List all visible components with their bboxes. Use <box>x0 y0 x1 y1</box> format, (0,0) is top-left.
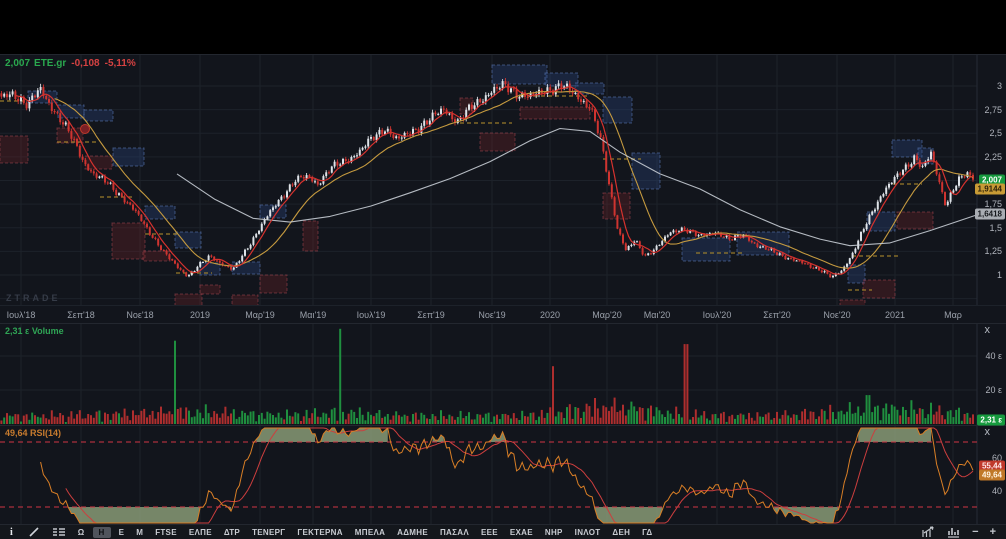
volume-panel: 2,31 ε Volume x 40 ε 20 ε 2,31 ε <box>0 323 1006 426</box>
candle-chart-icon[interactable] <box>921 526 936 538</box>
time-axis-label: Νοε'20 <box>823 310 851 320</box>
axis-tick-label: 1,75 <box>984 199 1002 210</box>
time-axis-label: Μαρ <box>944 310 962 320</box>
rsi-value-badge: 49,64 <box>978 469 1005 481</box>
axis-tick-label: 60 <box>991 453 1002 464</box>
time-axis-label: Μαρ'19 <box>245 310 275 320</box>
ticker-button-FTSE[interactable]: FTSE <box>155 527 177 537</box>
time-axis-label: Μαρ'20 <box>592 310 622 320</box>
axis-tick-label: 40 ε <box>985 351 1002 361</box>
ztrade-watermark: ZTRADE <box>6 293 61 303</box>
period-button-Ε[interactable]: Ε <box>118 527 125 537</box>
table-icon[interactable] <box>52 526 66 538</box>
axis-tick-label: 1 <box>996 270 1002 280</box>
rsi-smooth-badge: 55,44 <box>978 460 1005 472</box>
axis-tick-label: 20 ε <box>985 385 1002 395</box>
ma200-value-badge: 1,6418 <box>974 208 1005 220</box>
ticker-button-ΓΔ[interactable]: ΓΔ <box>642 527 653 537</box>
close-volume-panel-icon[interactable]: x <box>984 324 991 336</box>
ticker-button-ΑΔΜΗΕ[interactable]: ΑΔΜΗΕ <box>397 527 428 537</box>
ticker-button-ΓΕΚΤΕΡΝΑ[interactable]: ΓΕΚΤΕΡΝΑ <box>297 527 343 537</box>
volume-name: Volume <box>31 326 64 336</box>
axis-tick-label: 3 <box>996 81 1002 91</box>
symbol-label: ETE.gr <box>34 58 67 69</box>
volume-label: 2,31 ε Volume <box>5 326 64 336</box>
ticker-button-ΕΕΕ[interactable]: ΕΕΕ <box>480 527 498 537</box>
toolbar-right-icons: − + <box>921 526 996 538</box>
rsi-name: RSI(14) <box>30 428 62 438</box>
time-axis[interactable]: Ιουλ'18 Σεπ'18 Νοε'18 2019 Μαρ'19 Μαι'19 Ιουλ'… <box>0 305 1006 323</box>
histogram-icon[interactable] <box>947 526 961 538</box>
time-axis-label: Μαι'20 <box>643 310 671 320</box>
period-button-Μ[interactable]: Μ <box>136 527 144 537</box>
zoom-in-icon[interactable]: + <box>989 526 996 538</box>
ticker-button-ΔΤΡ[interactable]: ΔΤΡ <box>223 527 241 537</box>
rsi-label: 49,64 RSI(14) <box>5 428 61 438</box>
time-axis-label: Νοε'19 <box>478 310 506 320</box>
period-button-Ω[interactable]: Ω <box>77 527 85 537</box>
axis-tick-label: 2,25 <box>984 151 1002 162</box>
time-axis-label: Σεπ'18 <box>67 310 95 320</box>
time-axis-label: 2019 <box>189 310 211 320</box>
time-axis-label: Ιουλ'19 <box>356 310 386 320</box>
last-price: 2,007 <box>5 58 31 69</box>
ma-value-badge: 1,9144 <box>974 183 1005 195</box>
time-axis-label: Νοε'18 <box>126 310 154 320</box>
axis-tick-label: 40 <box>991 485 1002 496</box>
ticker-button-ΤΕΝΕΡΓ[interactable]: ΤΕΝΕΡΓ <box>252 527 286 537</box>
time-axis-label: 2020 <box>539 310 561 320</box>
ticker-button-ΕΛΠΕ[interactable]: ΕΛΠΕ <box>188 527 212 537</box>
price-chart-canvas[interactable] <box>0 55 1006 306</box>
time-axis-label: Μαι'19 <box>299 310 327 320</box>
ticker-button-ΕΧΑΕ[interactable]: ΕΧΑΕ <box>509 527 533 537</box>
time-axis-label: Σεπ'20 <box>763 310 791 320</box>
rsi-chart-canvas[interactable] <box>0 426 1006 525</box>
price-change-pct: -5,11% <box>104 58 136 69</box>
last-price-badge: 2,007 <box>978 174 1005 186</box>
ticker-button-ΝΗΡ[interactable]: ΝΗΡ <box>544 527 563 537</box>
ticker-button-ΠΑΣΑΛ[interactable]: ΠΑΣΑΛ <box>439 527 469 537</box>
pencil-icon[interactable] <box>28 526 40 538</box>
time-axis-label: Σεπ'19 <box>417 310 445 320</box>
ticker-button-ΜΠΕΛΑ[interactable]: ΜΠΕΛΑ <box>354 527 386 537</box>
info-icon[interactable]: i <box>10 526 13 538</box>
ticker-button-ΙΝΛΟΤ[interactable]: ΙΝΛΟΤ <box>574 527 601 537</box>
time-axis-label: 2021 <box>884 310 906 320</box>
rsi-panel: 49,64 RSI(14) x 60 40 55,44 49,64 <box>0 425 1006 525</box>
axis-tick-label: 2,5 <box>989 128 1002 139</box>
axis-tick-label: 1,5 <box>989 222 1002 233</box>
volume-chart-canvas[interactable] <box>0 324 1006 426</box>
volume-value-badge: 2,31 ε <box>977 414 1005 426</box>
zoom-out-icon[interactable]: − <box>972 526 979 538</box>
ticker-button-ΔΕΗ[interactable]: ΔΕΗ <box>612 527 631 537</box>
close-rsi-panel-icon[interactable]: x <box>984 426 991 438</box>
price-change: -0,108 <box>71 58 100 69</box>
price-panel: 2,007 ETE.gr -0,108 -5,11% ZTRADE 3 2,75 2,5 2… <box>0 54 1006 306</box>
axis-tick-label: 1,25 <box>984 246 1002 257</box>
axis-tick-label: 2,75 <box>984 104 1002 115</box>
time-axis-label: Ιουλ'20 <box>702 310 732 320</box>
rsi-value: 49,64 <box>5 428 28 438</box>
volume-value: 2,31 ε <box>5 326 30 336</box>
ticker-info: 2,007 ETE.gr -0,108 -5,11% <box>5 58 136 69</box>
period-button-Η[interactable]: Η <box>92 526 111 538</box>
time-axis-label: Ιουλ'18 <box>6 310 36 320</box>
